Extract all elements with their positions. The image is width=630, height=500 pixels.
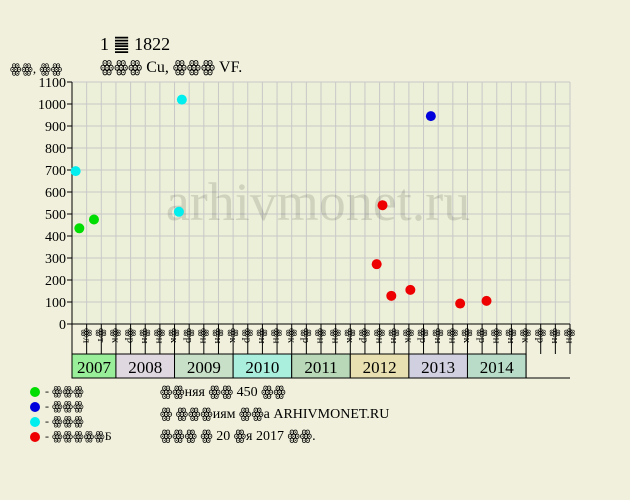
year-label: 2012 bbox=[363, 358, 397, 377]
legend-label: - ꙮꙮꙮꙮꙮБ bbox=[45, 429, 112, 443]
note-date: ꙮꙮꙮ ꙮ 20 ꙮя 2017 ꙮꙮ. bbox=[160, 429, 316, 444]
note-source: ꙮ ꙮꙮꙮиям ꙮꙮа ARHIVMONET.RU bbox=[160, 407, 390, 422]
notes: ꙮꙮняя ꙮꙮ 450 ꙮꙮ ꙮ ꙮꙮꙮиям ꙮꙮа ARHIVMONET.… bbox=[160, 382, 389, 448]
data-point bbox=[386, 290, 397, 301]
legend-item: - ꙮꙮꙮ bbox=[30, 414, 112, 429]
y-tick-label: 800 bbox=[45, 142, 66, 157]
year-label: 2007 bbox=[77, 358, 112, 377]
watermark: arhivmonet.ru bbox=[166, 172, 470, 232]
legend-marker bbox=[30, 401, 40, 412]
legend-label: - ꙮꙮꙮ bbox=[45, 384, 84, 398]
legend-item: - ꙮꙮꙮꙮꙮБ bbox=[30, 429, 112, 444]
y-tick-label: 0 bbox=[59, 318, 66, 333]
data-point bbox=[425, 111, 436, 122]
legend: - ꙮꙮꙮ - ꙮꙮꙮ - ꙮꙮꙮ - ꙮꙮꙮꙮꙮБ bbox=[30, 384, 112, 444]
chart-subtitle: ꙮꙮꙮ Cu, ꙮꙮꙮ VF. bbox=[100, 59, 242, 76]
y-tick-label: 600 bbox=[45, 186, 66, 201]
chart-title: 1 ䷀ 1822 bbox=[100, 34, 170, 54]
y-tick-label: 200 bbox=[45, 274, 66, 289]
data-point bbox=[74, 223, 85, 234]
data-point bbox=[405, 284, 416, 295]
data-point bbox=[70, 166, 81, 177]
data-point bbox=[176, 94, 187, 105]
year-label: 2013 bbox=[421, 358, 455, 377]
y-tick-label: 1000 bbox=[38, 98, 66, 113]
year-label: 2010 bbox=[245, 358, 279, 377]
y-tick-label: 1100 bbox=[39, 76, 66, 91]
legend-item: - ꙮꙮꙮ bbox=[30, 384, 112, 399]
year-band bbox=[174, 353, 234, 379]
data-point bbox=[88, 214, 99, 225]
y-tick-label: 400 bbox=[45, 230, 66, 245]
legend-marker bbox=[30, 416, 40, 427]
data-point bbox=[173, 206, 184, 217]
year-band bbox=[349, 353, 410, 379]
y-tick-label: 900 bbox=[45, 120, 66, 135]
legend-marker bbox=[30, 386, 40, 397]
y-tick-label: 500 bbox=[45, 208, 66, 223]
data-point bbox=[481, 295, 492, 306]
legend-item: - ꙮꙮꙮ bbox=[30, 399, 112, 414]
note-average: ꙮꙮняя ꙮꙮ 450 ꙮꙮ bbox=[160, 385, 286, 400]
data-point bbox=[377, 200, 388, 211]
year-band bbox=[115, 353, 176, 379]
legend-label: - ꙮꙮꙮ bbox=[45, 399, 84, 413]
year-label: 2009 bbox=[187, 358, 221, 377]
y-tick-label: 100 bbox=[45, 296, 66, 311]
year-label: 2014 bbox=[480, 358, 515, 377]
data-point bbox=[455, 298, 466, 309]
data-point bbox=[371, 259, 382, 270]
y-tick-label: 300 bbox=[45, 252, 66, 267]
year-label: 2011 bbox=[304, 358, 337, 377]
year-band bbox=[291, 353, 351, 379]
year-label: 2008 bbox=[128, 358, 162, 377]
year-band bbox=[408, 353, 468, 379]
legend-marker bbox=[30, 431, 40, 442]
y-axis-label: ꙮꙮ, ꙮꙮ bbox=[10, 61, 63, 76]
legend-label: - ꙮꙮꙮ bbox=[45, 414, 84, 428]
y-tick-label: 700 bbox=[45, 164, 66, 179]
